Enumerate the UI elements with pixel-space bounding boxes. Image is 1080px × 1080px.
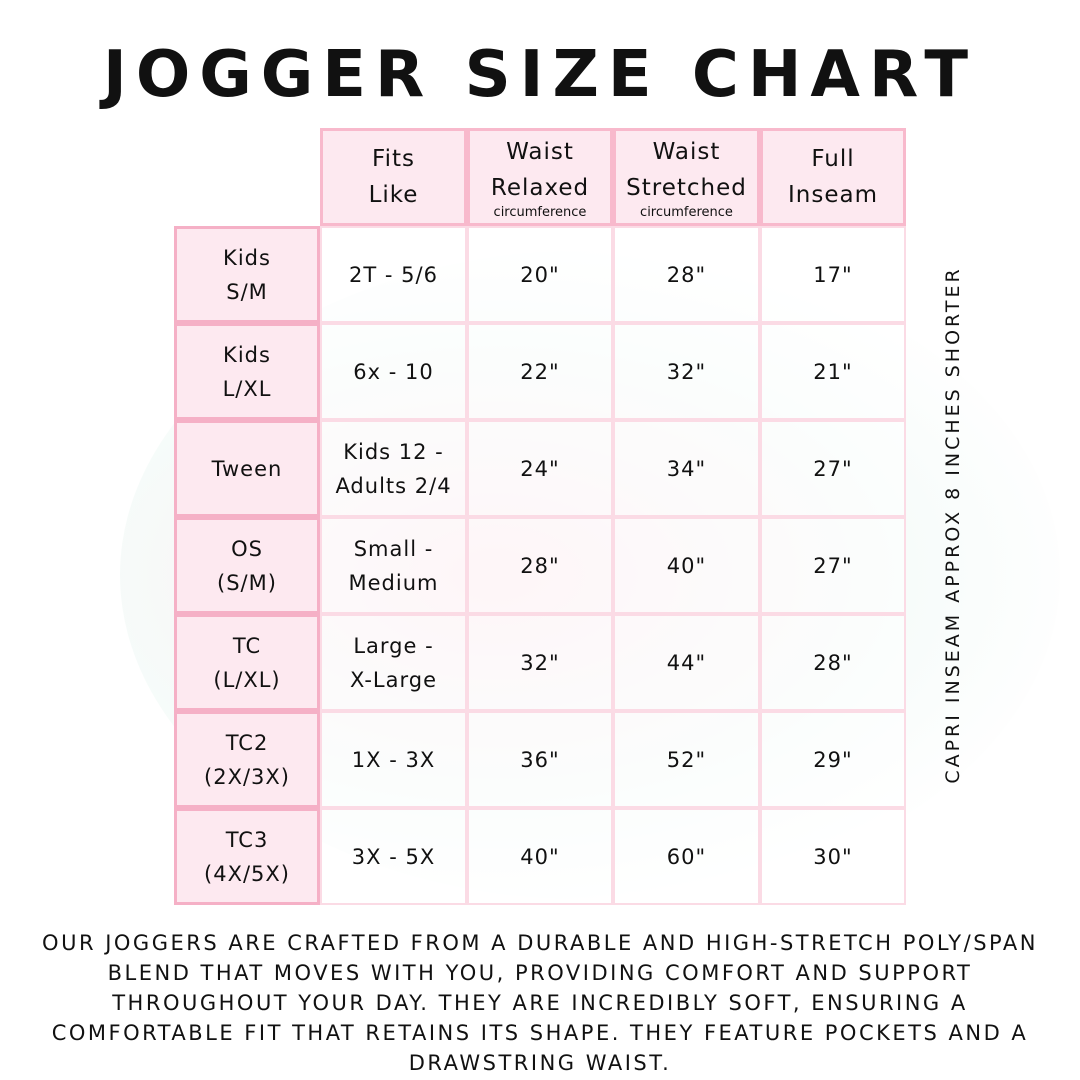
table-cell-stretched: 60" xyxy=(613,808,760,905)
cell-text: Small - xyxy=(353,536,434,561)
table-cell-inseam: 28" xyxy=(760,614,906,711)
column-header: Fits Like xyxy=(320,128,467,226)
cell-text: (2X/3X) xyxy=(204,764,290,789)
table-cell-stretched: 34" xyxy=(613,420,760,517)
column-header: Waist Stretched circumference xyxy=(613,128,760,226)
cell-text: Adults 2/4 xyxy=(335,473,452,498)
cell-text: (L/XL) xyxy=(213,667,281,692)
column-header-label: Like xyxy=(368,182,419,208)
column-header: Full Inseam xyxy=(760,128,906,226)
cell-text: L/XL xyxy=(222,376,272,401)
cell-text: X-Large xyxy=(349,667,437,692)
row-header: TC (L/XL) xyxy=(174,614,320,711)
cell-text: 27" xyxy=(813,553,853,578)
cell-text: 32" xyxy=(666,359,707,384)
table-cell-stretched: 28" xyxy=(613,226,760,323)
size-table: Fits Like Waist Relaxed circumference Waist St… xyxy=(174,128,906,905)
cell-text: TC xyxy=(232,633,262,658)
cell-text: 29" xyxy=(813,747,853,772)
table-cell-fits: Small - Medium xyxy=(320,517,467,614)
cell-text: 24" xyxy=(520,456,560,481)
column-header: Waist Relaxed circumference xyxy=(467,128,613,226)
cell-text: 44" xyxy=(666,650,707,675)
table-cell-relaxed: 20" xyxy=(467,226,613,323)
cell-text: Medium xyxy=(348,570,439,595)
cell-text: Tween xyxy=(211,456,283,481)
cell-text: Kids xyxy=(223,342,271,367)
column-header-label: Full xyxy=(811,146,855,172)
cell-text: 28" xyxy=(813,650,853,675)
table-cell-inseam: 21" xyxy=(760,323,906,420)
table-cell-relaxed: 22" xyxy=(467,323,613,420)
table-cell-fits: 1X - 3X xyxy=(320,711,467,808)
cell-text: 32" xyxy=(520,650,560,675)
table-cell-fits: 3X - 5X xyxy=(320,808,467,905)
cell-text: 1X - 3X xyxy=(351,747,436,772)
cell-text: 22" xyxy=(520,359,560,384)
column-header-sub: circumference xyxy=(640,205,733,220)
table-cell-inseam: 29" xyxy=(760,711,906,808)
cell-text: 28" xyxy=(520,553,560,578)
page-title: JOGGER SIZE CHART xyxy=(103,38,977,112)
cell-text: 40" xyxy=(520,844,560,869)
table-cell-stretched: 52" xyxy=(613,711,760,808)
table-cell-inseam: 17" xyxy=(760,226,906,323)
cell-text: 17" xyxy=(813,262,853,287)
cell-text: 34" xyxy=(666,456,707,481)
cell-text: 30" xyxy=(813,844,853,869)
row-header: TC3 (4X/5X) xyxy=(174,808,320,905)
cell-text: 52" xyxy=(666,747,707,772)
cell-text: 6x - 10 xyxy=(353,359,434,384)
cell-text: 36" xyxy=(520,747,560,772)
table-cell-stretched: 40" xyxy=(613,517,760,614)
cell-text: Kids 12 - xyxy=(343,439,444,464)
cell-text: (4X/5X) xyxy=(204,861,290,886)
row-header: Kids L/XL xyxy=(174,323,320,420)
table-cell-inseam: 27" xyxy=(760,420,906,517)
table-cell-inseam: 30" xyxy=(760,808,906,905)
capri-note: CAPRI INSEAM APPROX 8 INCHES SHORTER xyxy=(942,266,964,784)
corner-cell xyxy=(174,128,320,226)
row-header: TC2 (2X/3X) xyxy=(174,711,320,808)
product-description: Our joggers are crafted from a durable a… xyxy=(42,931,1038,1075)
table-cell-fits: 2T - 5/6 xyxy=(320,226,467,323)
cell-text: 60" xyxy=(666,844,707,869)
cell-text: 20" xyxy=(520,262,560,287)
cell-text: Kids xyxy=(223,245,271,270)
cell-text: 27" xyxy=(813,456,853,481)
table-cell-relaxed: 24" xyxy=(467,420,613,517)
table-cell-fits: 6x - 10 xyxy=(320,323,467,420)
table-cell-inseam: 27" xyxy=(760,517,906,614)
table-cell-fits: Kids 12 - Adults 2/4 xyxy=(320,420,467,517)
row-header: Kids S/M xyxy=(174,226,320,323)
cell-text: 3X - 5X xyxy=(351,844,436,869)
column-header-label: Waist xyxy=(652,139,721,165)
column-header-label: Relaxed xyxy=(490,175,590,201)
cell-text: Large - xyxy=(353,633,434,658)
table-cell-relaxed: 40" xyxy=(467,808,613,905)
cell-text: TC2 xyxy=(225,730,269,755)
column-header-label: Inseam xyxy=(788,182,878,208)
column-header-label: Fits xyxy=(372,146,415,172)
cell-text: 28" xyxy=(666,262,707,287)
table-cell-fits: Large - X-Large xyxy=(320,614,467,711)
cell-text: S/M xyxy=(226,279,268,304)
column-header-label: Waist xyxy=(506,139,574,165)
cell-text: OS xyxy=(231,536,263,561)
cell-text: 21" xyxy=(813,359,853,384)
row-header: OS (S/M) xyxy=(174,517,320,614)
cell-text: 40" xyxy=(666,553,707,578)
table-cell-stretched: 44" xyxy=(613,614,760,711)
table-cell-stretched: 32" xyxy=(613,323,760,420)
table-cell-relaxed: 32" xyxy=(467,614,613,711)
column-header-label: Stretched xyxy=(626,175,747,201)
cell-text: 2T - 5/6 xyxy=(349,262,438,287)
column-header-sub: circumference xyxy=(493,205,587,220)
table-cell-relaxed: 36" xyxy=(467,711,613,808)
cell-text: (S/M) xyxy=(217,570,277,595)
cell-text: TC3 xyxy=(225,827,269,852)
row-header: Tween xyxy=(174,420,320,517)
table-cell-relaxed: 28" xyxy=(467,517,613,614)
